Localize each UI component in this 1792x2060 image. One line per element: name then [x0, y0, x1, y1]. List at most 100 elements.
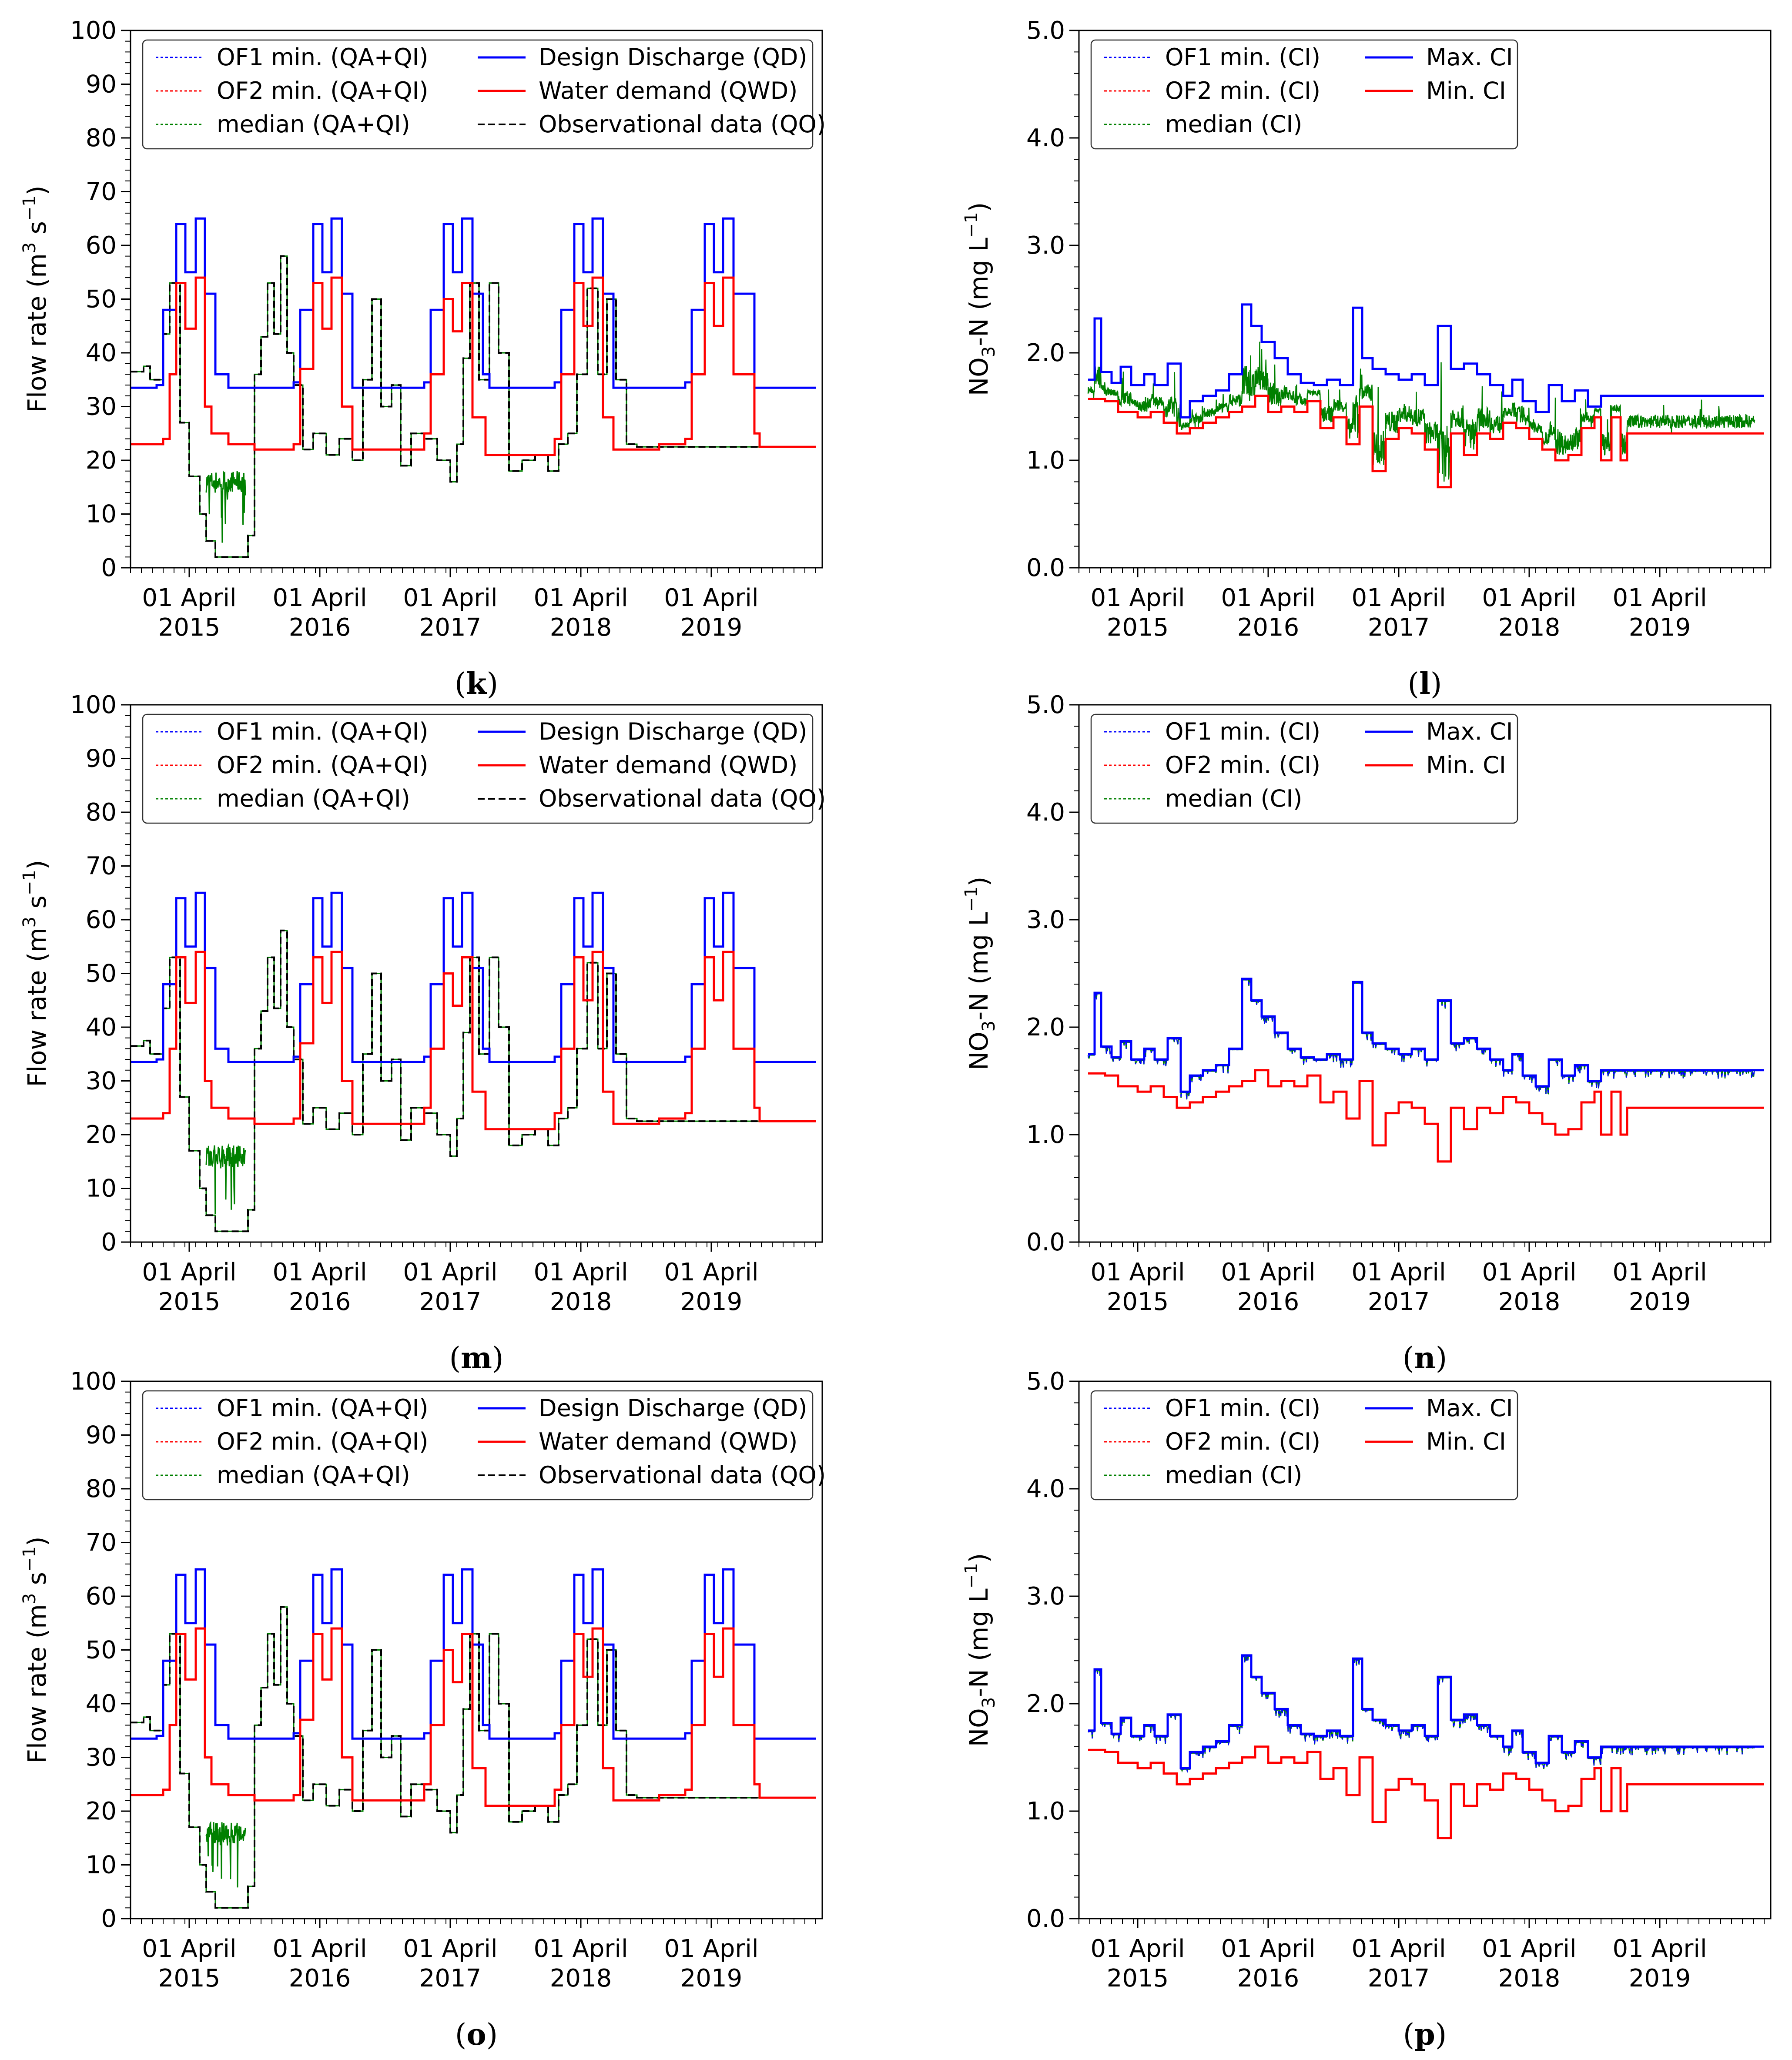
y-axis-label-part: Flow rate (m	[22, 928, 52, 1087]
y-tick-label: 80	[86, 798, 117, 827]
y-axis-label-part: -N (mg L	[964, 912, 994, 1020]
legend-label: median (QA+QI)	[217, 785, 410, 812]
y-tick-label: 10	[86, 1175, 117, 1203]
min-ci-line	[1088, 1069, 1764, 1163]
y-axis-label-part: −1	[961, 1563, 981, 1588]
y-axis-label-part: )	[22, 186, 52, 196]
y-axis-label-part: 3	[20, 917, 40, 928]
x-tick-label: 01 April	[403, 584, 497, 612]
y-axis-label-part: NO	[964, 1708, 994, 1747]
legend-label: OF2 min. (QA+QI)	[217, 77, 429, 104]
legend: OF1 min. (QA+QI) OF2 min. (QA+QI) median (…	[142, 39, 826, 150]
y-tick-label: 30	[86, 1067, 117, 1095]
x-tick-label: 01 April	[1482, 1258, 1576, 1286]
plot-frame	[1078, 30, 1772, 569]
x-tick-label: 2015	[1107, 1288, 1169, 1316]
legend-box	[142, 713, 814, 824]
y-axis-label-part: 3	[20, 1593, 40, 1604]
water-demand-line	[131, 276, 816, 456]
x-tick-label: 01 April	[1482, 584, 1576, 612]
x-tick-label: 01 April	[403, 1258, 497, 1286]
water-demand-line	[131, 951, 816, 1131]
panel-label-letter: m	[461, 1341, 492, 1376]
legend: OF1 min. (CI) OF2 min. (CI) median (CI) Max…	[1090, 713, 1518, 824]
x-tick-label: 01 April	[142, 1935, 236, 1963]
y-axis-label-part: NO	[964, 357, 994, 396]
legend-label: Min. CI	[1426, 751, 1506, 779]
y-axis-label-part: −1	[20, 1546, 40, 1572]
x-tick-label: 2015	[158, 1288, 221, 1316]
legend-box	[142, 39, 814, 150]
x-tick-label: 2017	[1368, 613, 1430, 642]
observed-series-line	[131, 929, 816, 1233]
y-tick-label: 90	[86, 70, 117, 99]
data-layer	[1087, 977, 1764, 1163]
x-tick-label: 2019	[1629, 1288, 1691, 1316]
panel-label-part: )	[1435, 2018, 1447, 2052]
y-tick-label: 10	[86, 1851, 117, 1879]
min-ci-line	[1088, 1745, 1764, 1839]
x-tick-label: 01 April	[272, 1258, 367, 1286]
panel-label-letter: k	[466, 667, 487, 701]
panel-label: (p)	[1403, 2017, 1447, 2052]
panel-label-part: )	[492, 1341, 504, 1376]
y-tick-label: 40	[86, 339, 117, 367]
panel-label-part: )	[486, 2018, 498, 2052]
y-axis-label-part: −1	[961, 212, 981, 238]
legend-label: median (CI)	[1165, 785, 1302, 812]
y-axis-label-part: Flow rate (m	[22, 253, 52, 412]
legend: OF1 min. (CI) OF2 min. (CI) median (CI) Max…	[1090, 39, 1518, 150]
y-tick-label: 70	[86, 178, 117, 206]
y-tick-label: 70	[86, 852, 117, 881]
legend-label: OF2 min. (CI)	[1165, 1428, 1320, 1455]
y-tick-label: 80	[86, 124, 117, 152]
median-series-line	[205, 1821, 246, 1888]
x-tick-label: 01 April	[1351, 584, 1446, 612]
y-axis-label-part: −1	[20, 870, 40, 895]
legend-label: OF2 min. (CI)	[1165, 751, 1320, 779]
y-tick-label: 60	[86, 906, 117, 934]
y-tick-label: 3.0	[1026, 906, 1065, 934]
median-ci-line	[1087, 977, 1755, 1100]
x-tick-label: 01 April	[1090, 1258, 1185, 1286]
panel-label: (l)	[1408, 667, 1442, 701]
x-tick-label: 01 April	[1612, 584, 1707, 612]
panel-label: (m)	[449, 1341, 503, 1376]
design-discharge-line	[131, 217, 816, 389]
legend-label: OF1 min. (CI)	[1165, 1394, 1320, 1422]
y-tick-label: 90	[86, 745, 117, 773]
y-tick-label: 40	[86, 1013, 117, 1042]
legend-label: Max. CI	[1426, 1394, 1513, 1422]
legend-label: OF2 min. (QA+QI)	[217, 751, 429, 779]
x-tick-label: 2018	[1498, 613, 1561, 642]
x-tick-label: 01 April	[142, 1258, 236, 1286]
x-tick-label: 2017	[419, 613, 482, 642]
y-tick-label: 60	[86, 1582, 117, 1611]
y-tick-label: 1.0	[1026, 1797, 1065, 1826]
median-series-line	[205, 1143, 246, 1214]
legend-label: median (CI)	[1165, 111, 1302, 138]
x-tick-label: 01 April	[1351, 1258, 1446, 1286]
legend-label: OF1 min. (CI)	[1165, 718, 1320, 745]
median-ci-line	[1087, 342, 1755, 482]
x-tick-label: 2016	[1237, 1964, 1300, 1993]
design-discharge-line	[131, 1568, 816, 1740]
x-tick-label: 2018	[1498, 1964, 1561, 1993]
x-tick-label: 2019	[1629, 613, 1691, 642]
x-tick-label: 2016	[1237, 1288, 1300, 1316]
panel-label-part: (	[455, 2018, 467, 2052]
y-axis-label-part: -N (mg L	[964, 238, 994, 346]
x-tick-label: 2017	[419, 1288, 482, 1316]
max-ci-line	[1088, 303, 1764, 419]
y-tick-label: 100	[70, 17, 117, 45]
x-tick-label: 2017	[419, 1964, 482, 1993]
x-tick-label: 2018	[550, 1964, 612, 1993]
max-ci-line	[1088, 1654, 1764, 1769]
x-tick-label: 2015	[1107, 613, 1169, 642]
x-tick-label: 01 April	[664, 1935, 758, 1963]
y-tick-label: 0	[101, 1905, 117, 1933]
legend: OF1 min. (QA+QI) OF2 min. (QA+QI) median (…	[142, 1390, 826, 1501]
x-tick-label: 01 April	[664, 584, 758, 612]
data-layer	[131, 217, 816, 558]
